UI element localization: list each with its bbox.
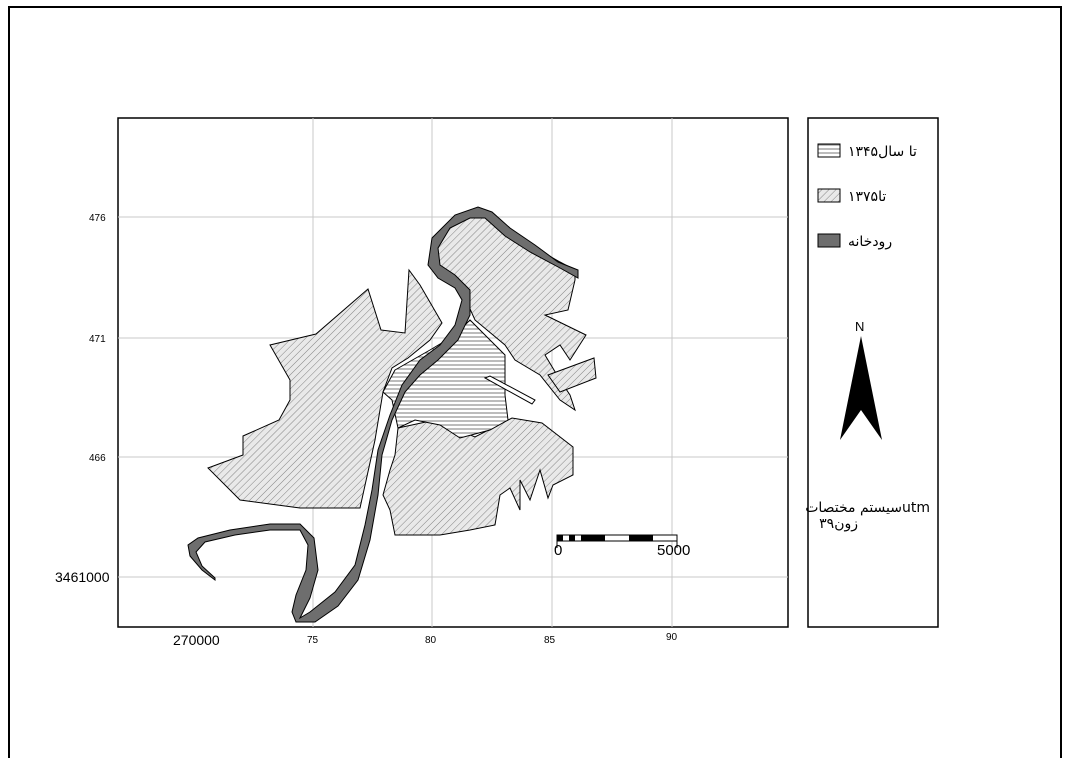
y-tick-label: 476	[89, 213, 106, 224]
south-region	[382, 417, 574, 536]
legend-label: تا۱۳۷۵	[848, 189, 886, 205]
north-arrow-icon: N	[840, 319, 882, 440]
legend-item-river: رودخانه	[817, 233, 892, 250]
x-tick-label: 80	[425, 635, 437, 646]
north-label: N	[855, 319, 864, 334]
scale-start-label: 0	[554, 542, 562, 559]
legend-panel	[807, 117, 939, 628]
x-tick-label: 90	[666, 632, 678, 643]
x-tick-label: 85	[544, 635, 556, 646]
legend-swatch-diagonal-hatch	[817, 188, 841, 203]
y-tick-label: 471	[89, 334, 106, 345]
legend-label: تا سال۱۳۴۵	[848, 144, 917, 160]
river	[187, 206, 579, 623]
y-tick-label: 466	[89, 453, 106, 464]
legend-swatch-solid-gray	[817, 233, 841, 248]
x-axis-labels: 270000 75 80 85 90	[173, 632, 678, 648]
page-frame	[8, 6, 1062, 758]
y-axis-labels: 476 471 466 3461000	[55, 213, 110, 585]
legend-label: رودخانه	[848, 234, 892, 250]
legend-item-1375: تا۱۳۷۵	[817, 188, 886, 205]
y-tick-label: 3461000	[55, 569, 110, 585]
east-strip	[547, 357, 597, 393]
x-tick-label: 270000	[173, 632, 220, 648]
crs-label: سیستم مختصاتutm	[805, 500, 930, 516]
legend-item-1345: تا سال۱۳۴۵	[817, 143, 917, 160]
core-spur	[483, 375, 536, 405]
utm-zone-label: زون۳۹	[819, 516, 858, 532]
west-region	[207, 268, 443, 509]
scale-end-label: 5000	[657, 542, 690, 559]
x-tick-label: 75	[307, 635, 319, 646]
legend-swatch-horizontal-hatch	[817, 143, 841, 158]
scale-bar: 0 5000	[554, 534, 690, 559]
